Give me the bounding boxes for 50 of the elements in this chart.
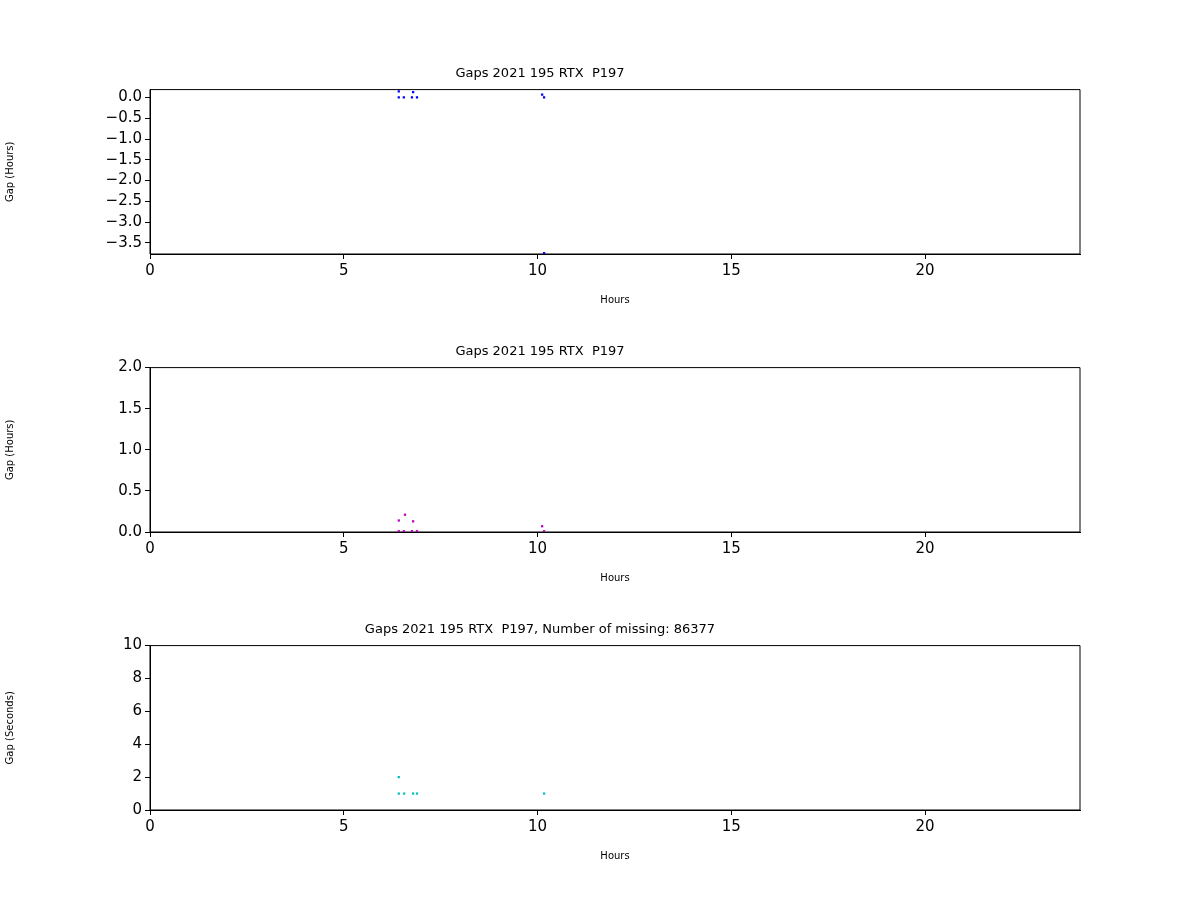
point — [542, 96, 546, 99]
y-tick-label: −1.5 — [105, 149, 142, 168]
chart-title: Gaps 2021 195 RTX P197, Number of missing: 86377 — [364, 621, 716, 637]
y-tick-label: −3.5 — [105, 232, 142, 251]
y-tick-label: 1.0 — [118, 439, 142, 458]
x-tick-label: 20 — [915, 816, 935, 835]
chart-title: Gaps 2021 195 RTX P197 — [455, 343, 625, 359]
x-axis-title: Hours — [600, 293, 630, 305]
x-axis-title: Hours — [600, 571, 630, 583]
y-tick-label: 8 — [132, 668, 142, 687]
x-tick-label: 10 — [527, 260, 548, 279]
y-tick-label: 0 — [132, 799, 142, 818]
point — [402, 96, 405, 99]
point — [397, 519, 400, 522]
x-tick-label: 5 — [338, 816, 349, 835]
point — [541, 93, 544, 96]
y-tick-label: −2.0 — [105, 170, 142, 189]
point — [415, 96, 419, 99]
y-tick-label: −2.5 — [105, 191, 142, 210]
x-axis-title: Hours — [600, 849, 630, 861]
y-tick-label: −3.0 — [105, 211, 142, 230]
y-tick-label: −0.5 — [105, 108, 142, 127]
x-tick-label: 0 — [145, 260, 155, 279]
x-tick-label: 20 — [915, 260, 935, 279]
y-tick-label: 0.0 — [118, 87, 142, 106]
y-axis-title: Gap (Hours) — [3, 141, 15, 203]
x-tick-label: 15 — [721, 260, 741, 279]
y-tick-label: 6 — [132, 701, 142, 720]
y-axis-title: Gap (Seconds) — [3, 691, 15, 765]
x-tick-label: 0 — [145, 816, 155, 835]
y-tick-label: 2.0 — [118, 357, 142, 376]
y-axis-title: Gap (Hours) — [3, 419, 15, 481]
y-tick-label: 0.0 — [118, 521, 142, 540]
chart-title: Gaps 2021 195 RTX P197 — [455, 65, 625, 81]
y-tick-label: −1.0 — [105, 128, 142, 147]
x-tick-label: 5 — [338, 538, 349, 557]
x-tick-label: 15 — [721, 816, 741, 835]
x-tick-label: 5 — [338, 260, 349, 279]
x-tick-label: 10 — [527, 816, 548, 835]
y-tick-label: 1.5 — [118, 398, 142, 417]
point — [410, 96, 414, 99]
y-tick-label: 10 — [122, 635, 142, 654]
x-tick-label: 10 — [527, 538, 548, 557]
point — [397, 96, 400, 99]
x-tick-label: 15 — [721, 538, 741, 557]
x-tick-label: 0 — [145, 538, 155, 557]
x-tick-label: 20 — [915, 538, 935, 557]
y-tick-label: 0.5 — [118, 480, 142, 499]
y-tick-label: 4 — [132, 734, 142, 753]
y-tick-label: 2 — [132, 767, 142, 786]
